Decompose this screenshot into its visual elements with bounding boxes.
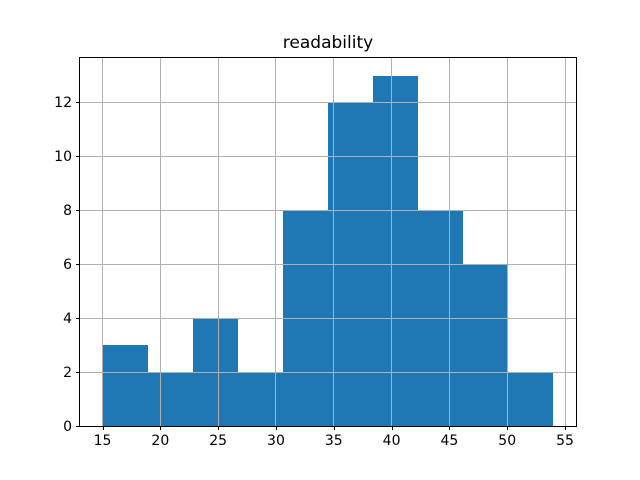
chart-title: readability (282, 33, 374, 53)
gridline-horizontal (80, 317, 576, 319)
gridline-horizontal (80, 209, 576, 211)
histogram-bar (508, 372, 554, 426)
y-tick-mark (76, 372, 80, 374)
y-tick-mark (76, 210, 80, 212)
x-tick-label: 20 (151, 433, 170, 449)
x-tick-label: 25 (209, 433, 228, 449)
histogram-bar (373, 75, 419, 426)
gridline-vertical (333, 58, 335, 426)
x-tick-label: 55 (556, 433, 574, 449)
gridline-vertical (217, 58, 219, 426)
x-tick-label: 45 (440, 433, 459, 449)
x-tick-mark (391, 426, 393, 430)
x-tick-mark (160, 426, 162, 430)
histogram-bar (102, 345, 148, 426)
x-tick-mark (507, 426, 509, 430)
x-tick-mark (218, 426, 220, 430)
plot-area (79, 57, 577, 427)
gridline-horizontal (80, 263, 576, 265)
gridline-vertical (275, 58, 277, 426)
y-tick-mark (76, 264, 80, 266)
x-tick-mark (565, 426, 567, 430)
y-tick-label: 10 (54, 148, 72, 165)
gridline-vertical (159, 58, 161, 426)
gridline-horizontal (80, 425, 576, 427)
histogram-bar (237, 372, 283, 426)
x-tick-mark (275, 426, 277, 430)
x-tick-label: 30 (267, 433, 285, 449)
x-tick-label: 35 (324, 433, 343, 449)
y-tick-mark (76, 102, 80, 104)
histogram-bar (147, 372, 193, 426)
y-tick-label: 0 (63, 418, 72, 435)
gridline-vertical (102, 58, 104, 426)
gridline-horizontal (80, 155, 576, 157)
x-tick-label: 15 (93, 433, 112, 449)
x-tick-mark (102, 426, 104, 430)
y-tick-mark (76, 318, 80, 320)
y-tick-label: 8 (63, 202, 72, 219)
gridline-vertical (506, 58, 508, 426)
gridline-horizontal (80, 101, 576, 103)
x-tick-label: 40 (382, 433, 401, 449)
y-tick-label: 2 (63, 364, 72, 381)
gridline-vertical (564, 58, 566, 426)
histogram-bar (463, 264, 509, 426)
y-tick-label: 4 (63, 310, 72, 327)
y-tick-mark (76, 426, 80, 427)
gridline-horizontal (80, 371, 576, 373)
gridline-vertical (391, 58, 393, 426)
y-tick-label: 6 (63, 256, 72, 273)
gridline-vertical (448, 58, 450, 426)
x-tick-mark (449, 426, 451, 430)
y-tick-mark (76, 156, 80, 158)
x-tick-mark (333, 426, 335, 430)
x-tick-label: 50 (498, 433, 517, 449)
y-tick-label: 12 (54, 94, 72, 111)
